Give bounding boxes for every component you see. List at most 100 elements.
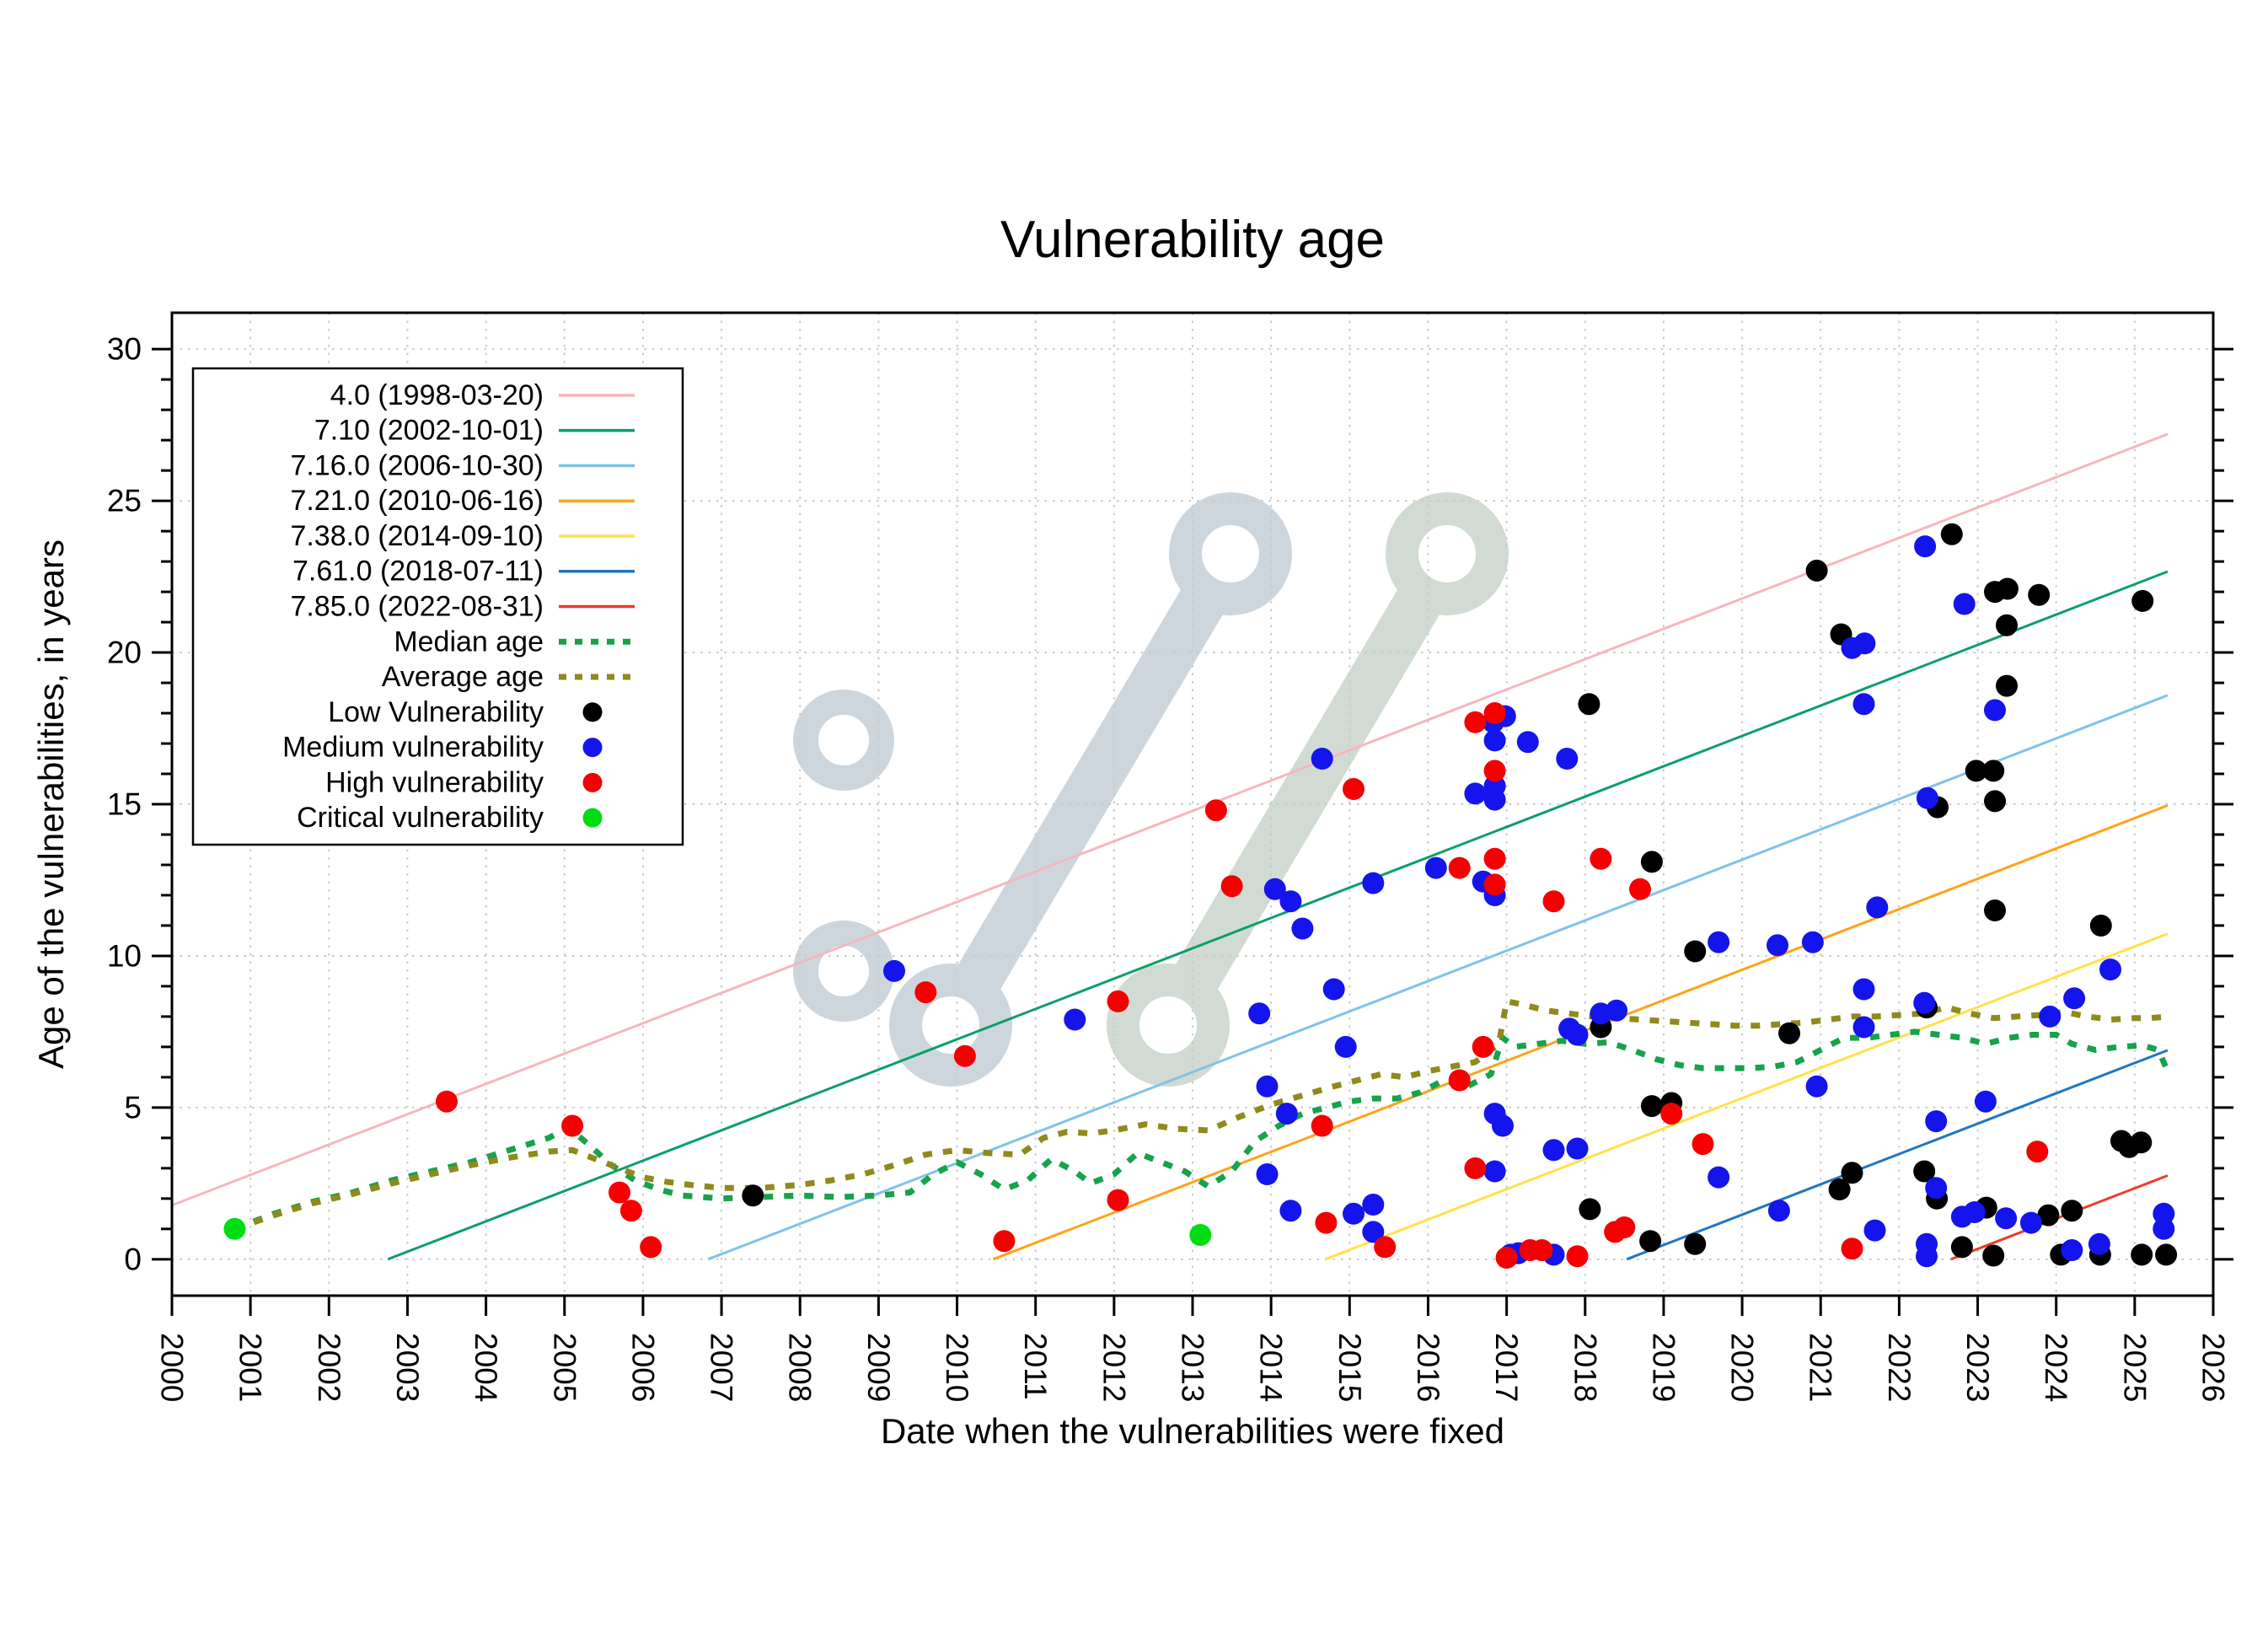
x-tick-label: 2024 [2039, 1333, 2073, 1402]
scatter-point-medium [1852, 978, 1875, 1001]
scatter-point-medium [1767, 1200, 1790, 1222]
x-tick-label: 2009 [861, 1333, 896, 1402]
scatter-point-low [1996, 614, 2018, 636]
scatter-point-medium [1708, 1166, 1730, 1189]
scatter-point-medium [1064, 1008, 1086, 1031]
scatter-point-low [1940, 523, 1963, 545]
scatter-point-low [1578, 693, 1600, 716]
scatter-point-medium [1974, 1090, 1997, 1113]
scatter-point-high [1629, 878, 1651, 900]
y-tick-label: 5 [124, 1090, 142, 1125]
scatter-point-medium [1914, 535, 1937, 558]
scatter-point-high [640, 1236, 662, 1259]
scatter-point-medium [2153, 1217, 2175, 1240]
scatter-point-medium [1984, 699, 2006, 722]
legend-item-label: 7.61.0 (2018-07-11) [292, 556, 544, 588]
x-tick-label: 2010 [940, 1333, 974, 1402]
scatter-point-low [2131, 1243, 2153, 1266]
scatter-point-high [1107, 990, 1129, 1012]
scatter-point-medium [1362, 872, 1385, 894]
average-age-curve [233, 998, 2169, 1232]
scatter-point-medium [1279, 890, 1302, 913]
y-tick-label: 25 [107, 484, 142, 518]
scatter-point-medium [1275, 1103, 1298, 1125]
scatter-point-low [1579, 1198, 1601, 1221]
scatter-point-medium [1343, 1202, 1365, 1225]
scatter-point-low [1982, 760, 2005, 782]
scatter-point-low [2130, 1131, 2153, 1154]
scatter-point-medium [883, 959, 905, 982]
scatter-point-low [742, 1184, 764, 1207]
scatter-point-medium [2088, 1232, 2110, 1255]
y-tick-label: 15 [107, 787, 142, 822]
legend-dot-sample [582, 738, 603, 758]
version-line [387, 570, 2169, 1261]
scatter-point-high [1841, 1237, 1863, 1260]
scatter-point-high [1374, 1236, 1397, 1259]
scatter-point-high [953, 1044, 976, 1067]
scatter-point-medium [1953, 593, 1976, 615]
scatter-point-medium [1279, 1200, 1302, 1222]
scatter-point-low [1778, 1022, 1800, 1044]
scatter-point-high [1204, 799, 1227, 822]
legend-item-label: 4.0 (1998-03-20) [330, 379, 544, 411]
scatter-point-medium [2153, 1202, 2175, 1225]
slash-ring [1169, 492, 1292, 615]
y-tick-label: 30 [107, 332, 142, 367]
x-tick-label: 2020 [1725, 1333, 1760, 1402]
x-axis-title: Date when the vulnerabilities were fixed [881, 1411, 1504, 1451]
scatter-point-medium [1248, 1002, 1271, 1025]
legend-dot-sample [582, 702, 603, 722]
scatter-point-high [1613, 1216, 1636, 1238]
legend-item-label: 7.38.0 (2014-09-10) [290, 520, 544, 552]
scatter-point-medium [1311, 748, 1333, 770]
scatter-point-high [1566, 1245, 1589, 1268]
scatter-point-high [1483, 760, 1506, 782]
scatter-point-high [1483, 847, 1506, 870]
scatter-point-medium [1464, 782, 1487, 805]
scatter-point-medium [1483, 788, 1506, 811]
scatter-point-medium [1852, 1016, 1875, 1039]
scatter-point-high [1220, 875, 1243, 898]
version-line [171, 432, 2169, 1207]
scatter-point-medium [1424, 856, 1447, 879]
scatter-point-medium [1334, 1035, 1357, 1058]
legend-item-label: 7.85.0 (2022-08-31) [290, 591, 544, 623]
x-tick-label: 2008 [783, 1333, 818, 1402]
scatter-point-high [1531, 1239, 1553, 1261]
scatter-point-high [1483, 702, 1506, 724]
legend-item-label: 7.21.0 (2010-06-16) [290, 485, 544, 517]
slash-ring [1386, 492, 1509, 615]
x-tick-label: 2014 [1254, 1333, 1289, 1402]
scatter-point-medium [1483, 729, 1506, 752]
scatter-point-high [1542, 890, 1565, 913]
scatter-point-medium [1801, 931, 1824, 953]
scatter-point-medium [1556, 748, 1579, 770]
curl-watermark [793, 492, 1509, 1087]
colon-ring [793, 690, 894, 791]
scatter-point-high [609, 1181, 630, 1204]
scatter-point-high [619, 1200, 642, 1222]
scatter-point-low [1965, 760, 1987, 782]
scatter-point-critical [223, 1217, 246, 1240]
x-tick-label: 2004 [469, 1333, 503, 1402]
slash-ring [1107, 964, 1230, 1087]
scatter-point-medium [1483, 1160, 1506, 1183]
scatter-point-medium [1916, 1245, 1938, 1268]
x-tick-label: 2021 [1804, 1333, 1838, 1402]
x-tick-label: 2026 [2196, 1333, 2231, 1402]
scatter-point-high [914, 981, 937, 1004]
legend-item-label: Median age [394, 625, 544, 658]
scatter-point-medium [1362, 1221, 1385, 1243]
x-tick-label: 2015 [1332, 1333, 1367, 1402]
version-line [1950, 1174, 2169, 1261]
scatter-point-low [1805, 559, 1828, 582]
legend-item-label: Low Vulnerability [328, 696, 544, 728]
scatter-point-high [1483, 873, 1506, 896]
x-tick-label: 2023 [1960, 1333, 1995, 1402]
scatter-point-high [561, 1114, 584, 1137]
scatter-point-medium [1291, 917, 1314, 940]
legend-item-label: Critical vulnerability [297, 802, 544, 834]
scatter-point-medium [1963, 1201, 1986, 1223]
